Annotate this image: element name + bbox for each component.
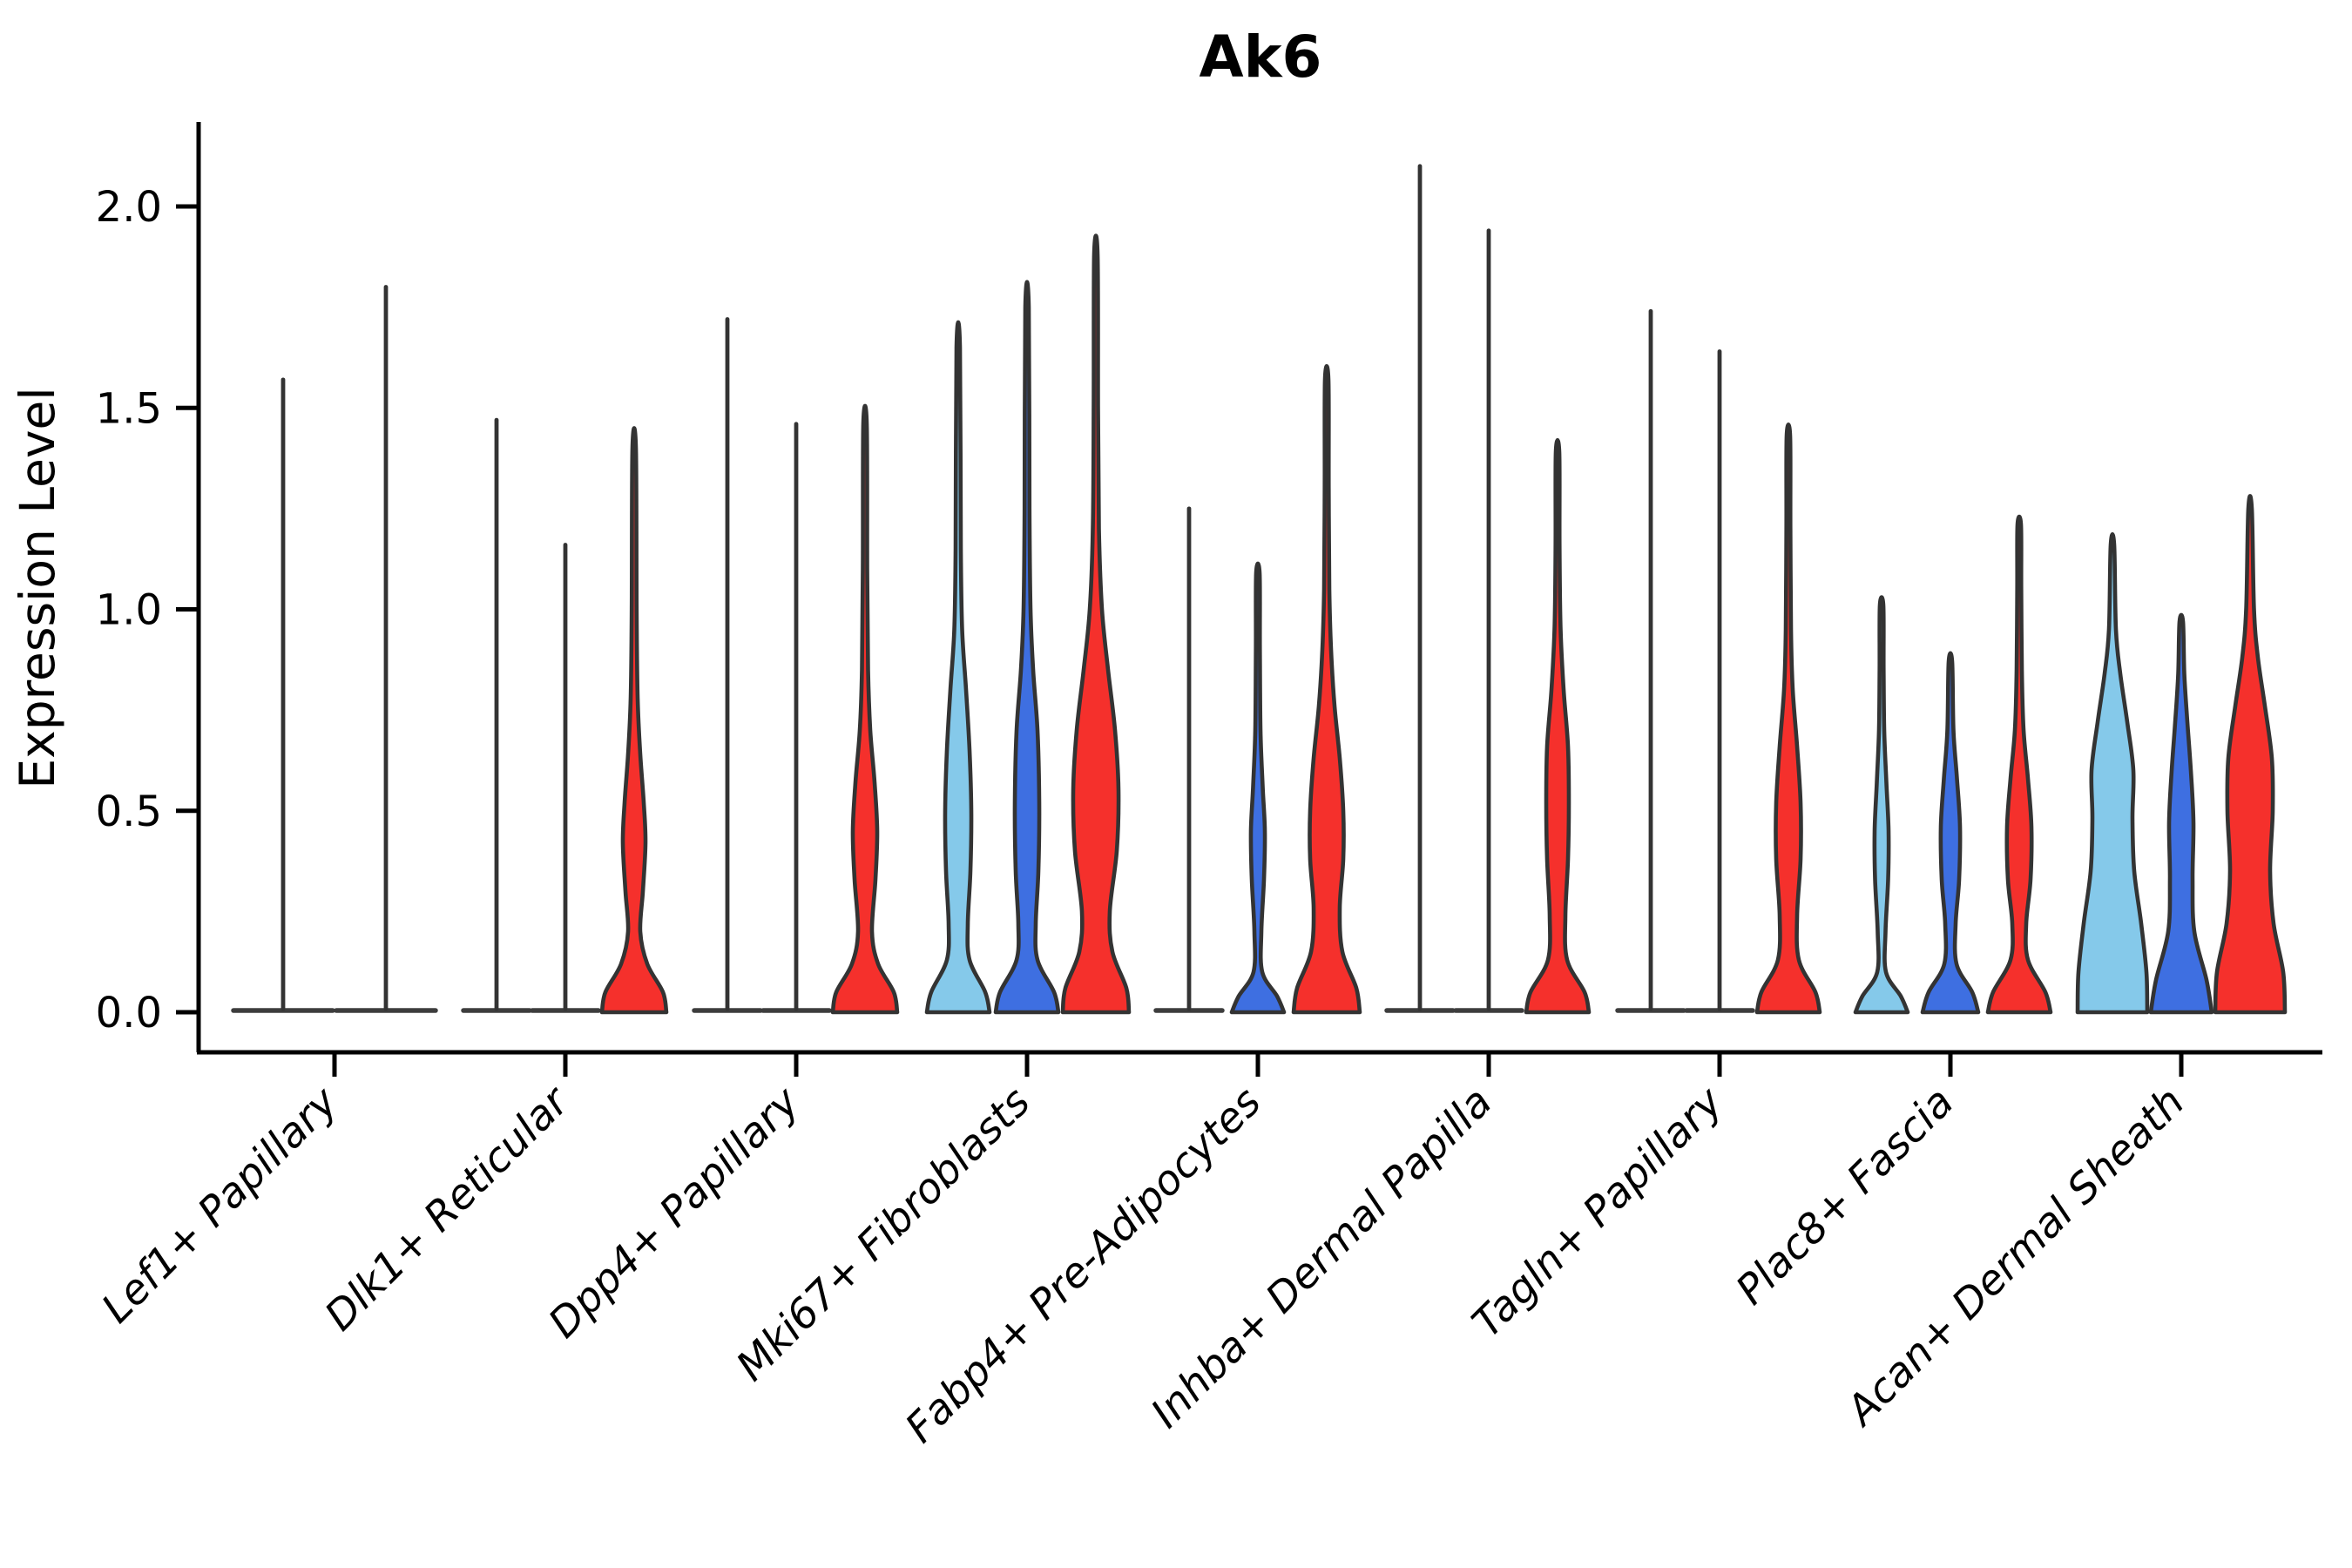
violin (993, 280, 1061, 1015)
violin (2148, 612, 2214, 1015)
y-tick-label: 2.0 (96, 183, 162, 232)
y-tick-label: 0.5 (96, 787, 162, 836)
violin (1291, 364, 1362, 1015)
violin (1060, 233, 1132, 1015)
violin (599, 426, 669, 1015)
x-category-label: Lef1+ Papillary (92, 1078, 348, 1333)
violin (830, 403, 900, 1015)
x-category-label: Dpp4+ Papillary (539, 1078, 809, 1348)
violin (924, 321, 992, 1015)
x-category-label: Dlk1+ Reticular (316, 1077, 580, 1341)
violin (1524, 437, 1592, 1015)
violin (1853, 595, 1910, 1015)
violins-layer (231, 164, 2288, 1015)
y-axis-label: Expression Level (10, 387, 65, 788)
violin (1985, 514, 2053, 1015)
y-tick-label: 1.0 (96, 586, 162, 635)
violin (2213, 494, 2288, 1015)
y-tick-label: 0.0 (96, 989, 162, 1037)
violin (1229, 561, 1287, 1015)
chart-title: Ak6 (1200, 24, 1322, 91)
y-tick-label: 1.5 (96, 384, 162, 433)
axes: 0.0 0.5 1.0 1.5 2.0 (96, 122, 2322, 1077)
violin (1754, 422, 1822, 1015)
violin (2075, 532, 2150, 1015)
x-category-label: Plac8+ Fascia (1727, 1078, 1963, 1315)
violin (1920, 651, 1981, 1015)
x-category-label: Tagln+ Papillary (1463, 1078, 1734, 1348)
